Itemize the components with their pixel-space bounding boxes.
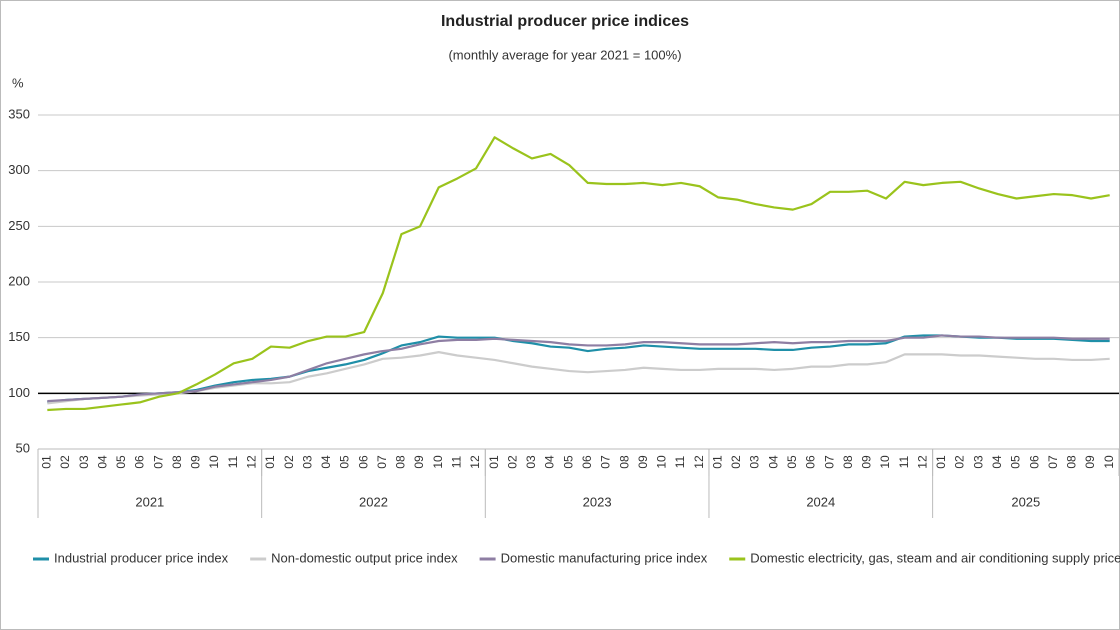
x-tick-label: 08 bbox=[617, 455, 631, 469]
x-tick-label: 03 bbox=[748, 455, 762, 469]
chart-title: Industrial producer price indices bbox=[441, 13, 689, 30]
x-tick-label: 03 bbox=[77, 455, 91, 469]
x-tick-label: 06 bbox=[804, 455, 818, 469]
x-tick-label: 05 bbox=[561, 455, 575, 469]
y-tick-label: 200 bbox=[8, 273, 30, 288]
x-tick-label: 09 bbox=[636, 455, 650, 469]
x-tick-label: 05 bbox=[785, 455, 799, 469]
x-tick-label: 07 bbox=[822, 455, 836, 469]
y-tick-label: 50 bbox=[16, 440, 30, 455]
legend-label: Domestic manufacturing price index bbox=[501, 550, 708, 565]
x-tick-label: 10 bbox=[207, 455, 221, 469]
x-tick-label: 03 bbox=[971, 455, 985, 469]
x-tick-label: 07 bbox=[375, 455, 389, 469]
year-label: 2022 bbox=[359, 494, 388, 509]
x-tick-label: 05 bbox=[1009, 455, 1023, 469]
chart-subtitle: (monthly average for year 2021 = 100%) bbox=[448, 47, 681, 62]
x-tick-label: 01 bbox=[710, 455, 724, 469]
y-tick-label: 100 bbox=[8, 385, 30, 400]
x-tick-label: 01 bbox=[39, 455, 53, 469]
x-tick-label: 10 bbox=[655, 455, 669, 469]
x-tick-label: 04 bbox=[319, 455, 333, 469]
y-tick-label: 250 bbox=[8, 218, 30, 233]
x-tick-label: 09 bbox=[860, 455, 874, 469]
series-line bbox=[47, 334, 1110, 404]
y-axis-label: % bbox=[12, 75, 24, 90]
x-tick-label: 11 bbox=[226, 455, 240, 468]
x-tick-label: 10 bbox=[878, 455, 892, 469]
x-tick-label: 09 bbox=[189, 455, 203, 469]
y-tick-label: 350 bbox=[8, 106, 30, 121]
x-tick-label: 04 bbox=[543, 455, 557, 469]
year-label: 2023 bbox=[583, 494, 612, 509]
x-tick-label: 05 bbox=[338, 455, 352, 469]
x-tick-label: 07 bbox=[1046, 455, 1060, 469]
x-tick-label: 12 bbox=[245, 455, 259, 469]
x-tick-label: 02 bbox=[953, 455, 967, 469]
x-tick-label: 05 bbox=[114, 455, 128, 469]
x-tick-label: 02 bbox=[58, 455, 72, 469]
x-tick-label: 12 bbox=[692, 455, 706, 469]
year-label: 2024 bbox=[806, 494, 835, 509]
x-tick-label: 04 bbox=[990, 455, 1004, 469]
x-tick-label: 07 bbox=[599, 455, 613, 469]
y-tick-label: 150 bbox=[8, 329, 30, 344]
x-tick-label: 02 bbox=[729, 455, 743, 469]
x-tick-label: 04 bbox=[95, 455, 109, 469]
series-line bbox=[47, 351, 1110, 405]
series-line bbox=[47, 136, 1110, 412]
x-tick-label: 11 bbox=[450, 455, 464, 468]
x-tick-label: 01 bbox=[487, 455, 501, 469]
legend-label: Non-domestic output price index bbox=[271, 550, 458, 565]
x-tick-label: 12 bbox=[915, 455, 929, 469]
x-tick-label: 08 bbox=[394, 455, 408, 469]
x-tick-label: 03 bbox=[524, 455, 538, 469]
legend-label: Industrial producer price index bbox=[54, 550, 229, 565]
x-tick-label: 02 bbox=[505, 455, 519, 469]
x-tick-label: 08 bbox=[1065, 455, 1079, 469]
x-tick-label: 06 bbox=[356, 455, 370, 469]
x-tick-label: 10 bbox=[431, 455, 445, 469]
x-tick-label: 08 bbox=[170, 455, 184, 469]
x-tick-label: 06 bbox=[580, 455, 594, 469]
x-tick-label: 01 bbox=[934, 455, 948, 469]
x-tick-label: 07 bbox=[151, 455, 165, 469]
x-tick-label: 01 bbox=[263, 455, 277, 469]
x-tick-label: 09 bbox=[412, 455, 426, 469]
x-tick-label: 06 bbox=[1027, 455, 1041, 469]
x-tick-label: 11 bbox=[897, 455, 911, 468]
series-line bbox=[47, 334, 1110, 403]
year-label: 2021 bbox=[135, 494, 164, 509]
x-tick-label: 11 bbox=[673, 455, 687, 468]
x-tick-label: 09 bbox=[1083, 455, 1097, 469]
x-tick-label: 10 bbox=[1102, 455, 1116, 469]
x-tick-label: 08 bbox=[841, 455, 855, 469]
legend-label: Domestic electricity, gas, steam and air… bbox=[750, 550, 1120, 565]
year-label: 2025 bbox=[1011, 494, 1040, 509]
x-tick-label: 03 bbox=[300, 455, 314, 469]
x-tick-label: 06 bbox=[133, 455, 147, 469]
y-tick-label: 300 bbox=[8, 162, 30, 177]
x-tick-label: 02 bbox=[282, 455, 296, 469]
x-tick-label: 04 bbox=[766, 455, 780, 469]
x-tick-label: 12 bbox=[468, 455, 482, 469]
